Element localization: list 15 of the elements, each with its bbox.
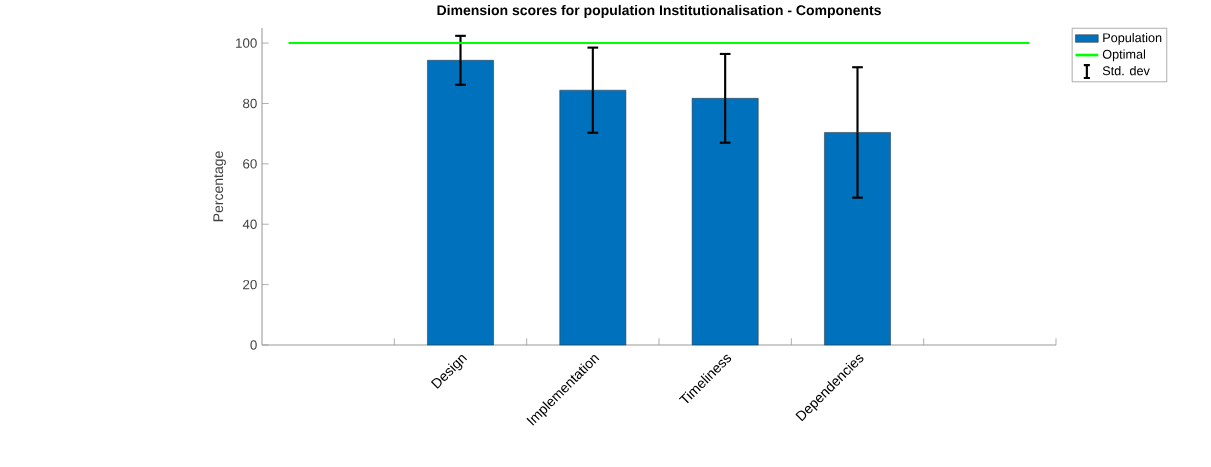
y-tick-label: 100 <box>236 38 257 48</box>
legend-label: Optimal <box>1102 49 1146 62</box>
text: Std. dev <box>1102 65 1150 76</box>
bar <box>427 60 494 346</box>
y-tick-label: 40 <box>242 219 257 229</box>
y-tick-label: 60 <box>243 159 257 169</box>
bar <box>559 89 627 346</box>
bar <box>691 98 759 346</box>
chart-title: Dimension scores for population Institutionalisation - Components <box>437 4 881 18</box>
legend-label: Population <box>1103 32 1162 45</box>
y-axis-title: Percentage <box>213 151 226 222</box>
y-tick-label: 20 <box>243 279 257 290</box>
bar <box>824 132 891 346</box>
y-tick-label: 0 <box>250 340 257 350</box>
y-tick-label: 80 <box>243 98 257 109</box>
